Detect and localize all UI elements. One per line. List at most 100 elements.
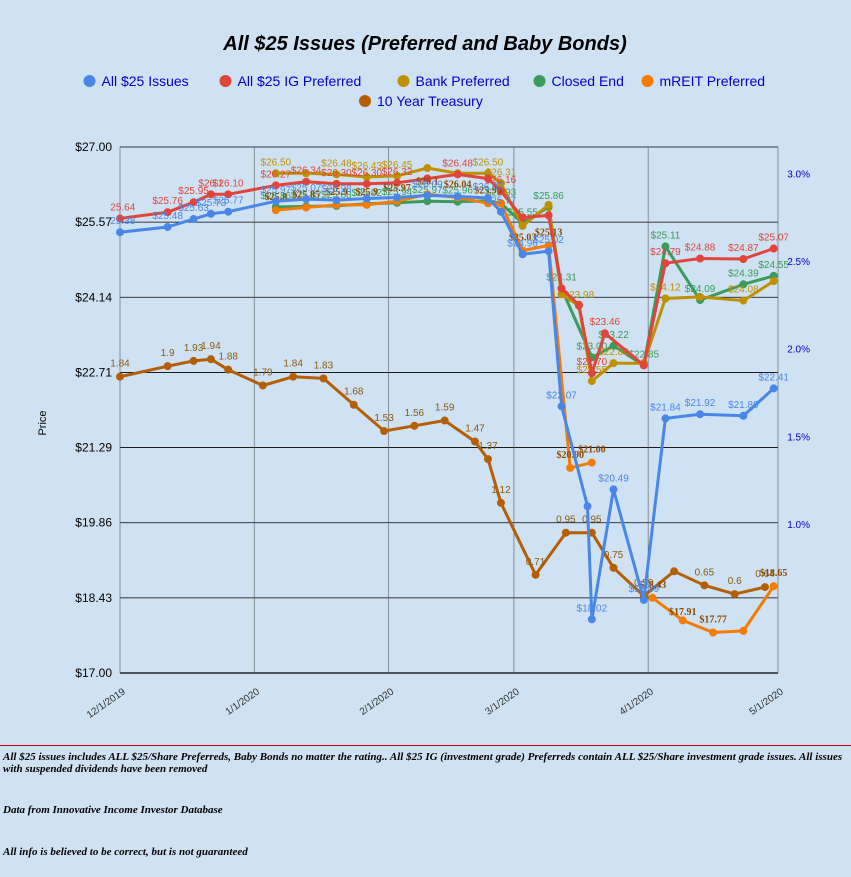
data-point-all25 bbox=[544, 247, 553, 256]
data-label-bank: $26.45 bbox=[382, 160, 413, 171]
data-point-mreit bbox=[739, 626, 748, 635]
data-label-treasury: 0.6 bbox=[728, 576, 742, 587]
data-label-all25: $26.07 bbox=[473, 182, 504, 193]
data-label-all25: $25.73 bbox=[196, 198, 227, 209]
data-point-bank bbox=[739, 296, 748, 305]
data-point-ig bbox=[206, 190, 215, 199]
data-label-mreit: $18.43 bbox=[639, 580, 667, 591]
data-label-ig: $26.10 bbox=[213, 178, 244, 189]
data-label-closed: $25.96 bbox=[442, 186, 473, 197]
legend-label: Closed End bbox=[552, 73, 624, 89]
data-point-ig bbox=[496, 187, 505, 196]
data-label-ig: $25.76 bbox=[152, 196, 183, 207]
data-label-all25: $18.02 bbox=[577, 603, 608, 614]
legend-item-closed: Closed End bbox=[533, 73, 624, 89]
series-bank: $26.50 $26.48 $26.43 $26.45 $26.50$26.31$23.… bbox=[261, 157, 778, 386]
data-label-closed: $24.09 bbox=[685, 284, 716, 295]
data-point-treasury bbox=[380, 427, 389, 436]
data-label-bank: $26.31 bbox=[486, 167, 517, 178]
data-label-all25: $18.39 bbox=[629, 584, 660, 595]
data-label-treasury: 1.56 bbox=[405, 408, 425, 419]
data-point-ig bbox=[769, 244, 778, 253]
y-axis-label: Price bbox=[37, 410, 49, 435]
data-label-treasury: 1.93 bbox=[184, 343, 204, 354]
legend-item-ig: All $25 IG Preferred bbox=[219, 73, 362, 89]
y-tick-label: $22.71 bbox=[75, 365, 112, 379]
data-label-bank: $23.98 bbox=[564, 290, 595, 301]
data-point-ig bbox=[332, 179, 341, 188]
x-tick-label: 3/1/2020 bbox=[483, 686, 522, 718]
legend-label: 10 Year Treasury bbox=[377, 93, 483, 109]
data-label-all25: $20.49 bbox=[598, 473, 629, 484]
legend-item-mreit: mREIT Preferred bbox=[641, 73, 765, 89]
data-label-all25: $26.09 bbox=[412, 179, 443, 190]
data-label-mreit: $25.97 bbox=[383, 183, 411, 194]
data-point-closed bbox=[661, 242, 670, 251]
data-label-closed: $22.85 bbox=[629, 349, 660, 360]
data-point-mreit bbox=[496, 199, 505, 208]
data-point-mreit bbox=[648, 593, 657, 602]
data-point-ig bbox=[518, 213, 527, 222]
data-point-treasury bbox=[319, 374, 328, 383]
data-point-all25 bbox=[483, 194, 492, 203]
x-tick-label: 4/1/2020 bbox=[618, 686, 657, 718]
data-label-closed: $25.86 bbox=[261, 191, 292, 202]
data-point-ig bbox=[574, 300, 583, 309]
data-point-bank bbox=[393, 171, 402, 180]
y-tick-label: $19.86 bbox=[75, 516, 112, 530]
y2-tick-label: 1.5% bbox=[787, 432, 810, 443]
data-label-closed: $24.31 bbox=[546, 272, 577, 283]
data-point-bank bbox=[587, 377, 596, 386]
data-point-treasury bbox=[410, 421, 419, 430]
data-label-all25: $25.38 bbox=[105, 216, 136, 227]
data-label-all25: $25.48 bbox=[152, 211, 183, 222]
data-point-all25 bbox=[639, 595, 648, 604]
series-line-treasury bbox=[119, 357, 766, 598]
data-label-all25: $21.84 bbox=[650, 402, 681, 413]
data-point-all25 bbox=[769, 384, 778, 393]
data-point-treasury bbox=[206, 355, 215, 364]
legend: All $25 Issues All $25 IG Preferred Bank P… bbox=[83, 73, 765, 109]
data-point-ig bbox=[557, 284, 566, 293]
data-label-all25: $25.07 bbox=[291, 183, 322, 194]
data-label-closed: $23.22 bbox=[598, 330, 629, 341]
data-label-ig: $23.46 bbox=[590, 317, 621, 328]
data-point-treasury bbox=[224, 365, 233, 374]
data-label-bank: $24.12 bbox=[650, 282, 681, 293]
data-label-treasury: 0.95 bbox=[582, 515, 602, 526]
legend-label: All $25 IG Preferred bbox=[238, 73, 362, 89]
data-label-treasury: 0.65 bbox=[695, 567, 715, 578]
data-label-treasury: 0.71 bbox=[526, 557, 546, 568]
data-label-mreit: $18.65 bbox=[760, 568, 788, 579]
data-point-ig bbox=[587, 369, 596, 378]
data-label-treasury: 1.59 bbox=[435, 403, 455, 414]
y2-tick-label: 2.0% bbox=[787, 345, 810, 356]
data-label-ig: $26.48 bbox=[442, 158, 473, 169]
data-point-all25 bbox=[189, 215, 198, 224]
data-point-bank bbox=[271, 169, 280, 178]
data-label-all25: $22.07 bbox=[546, 390, 577, 401]
data-label-treasury: 0.64 bbox=[755, 569, 775, 580]
data-label-closed: $25.94 bbox=[382, 187, 413, 198]
legend-marker bbox=[219, 75, 232, 87]
data-point-treasury bbox=[561, 528, 570, 537]
data-point-all25 bbox=[661, 414, 670, 423]
data-label-mreit: $26.1 bbox=[416, 176, 439, 187]
x-tick-label: 1/1/2020 bbox=[224, 686, 263, 718]
y-tick-label: $25.57 bbox=[75, 215, 112, 229]
data-point-all25 bbox=[332, 196, 341, 205]
data-point-mreit bbox=[544, 241, 553, 250]
data-point-treasury bbox=[670, 567, 679, 576]
legend-item-treasury: 10 Year Treasury bbox=[359, 93, 483, 109]
data-point-treasury bbox=[116, 372, 124, 381]
data-point-ig bbox=[393, 178, 402, 187]
data-label-mreit: $17.77 bbox=[699, 614, 727, 625]
data-point-mreit bbox=[566, 463, 575, 472]
data-point-bank bbox=[302, 169, 311, 178]
data-point-bank bbox=[332, 170, 341, 179]
axes: $27.00 $25.57 $24.14 $22.71 $21.29 $19.86 $18.… bbox=[75, 140, 810, 721]
data-label-closed: $24.55 bbox=[758, 260, 789, 271]
data-point-treasury bbox=[531, 570, 540, 579]
data-label-all25: $22.41 bbox=[758, 372, 789, 383]
footnote-disclaimer: All info is believed to be correct, but … bbox=[3, 846, 248, 858]
